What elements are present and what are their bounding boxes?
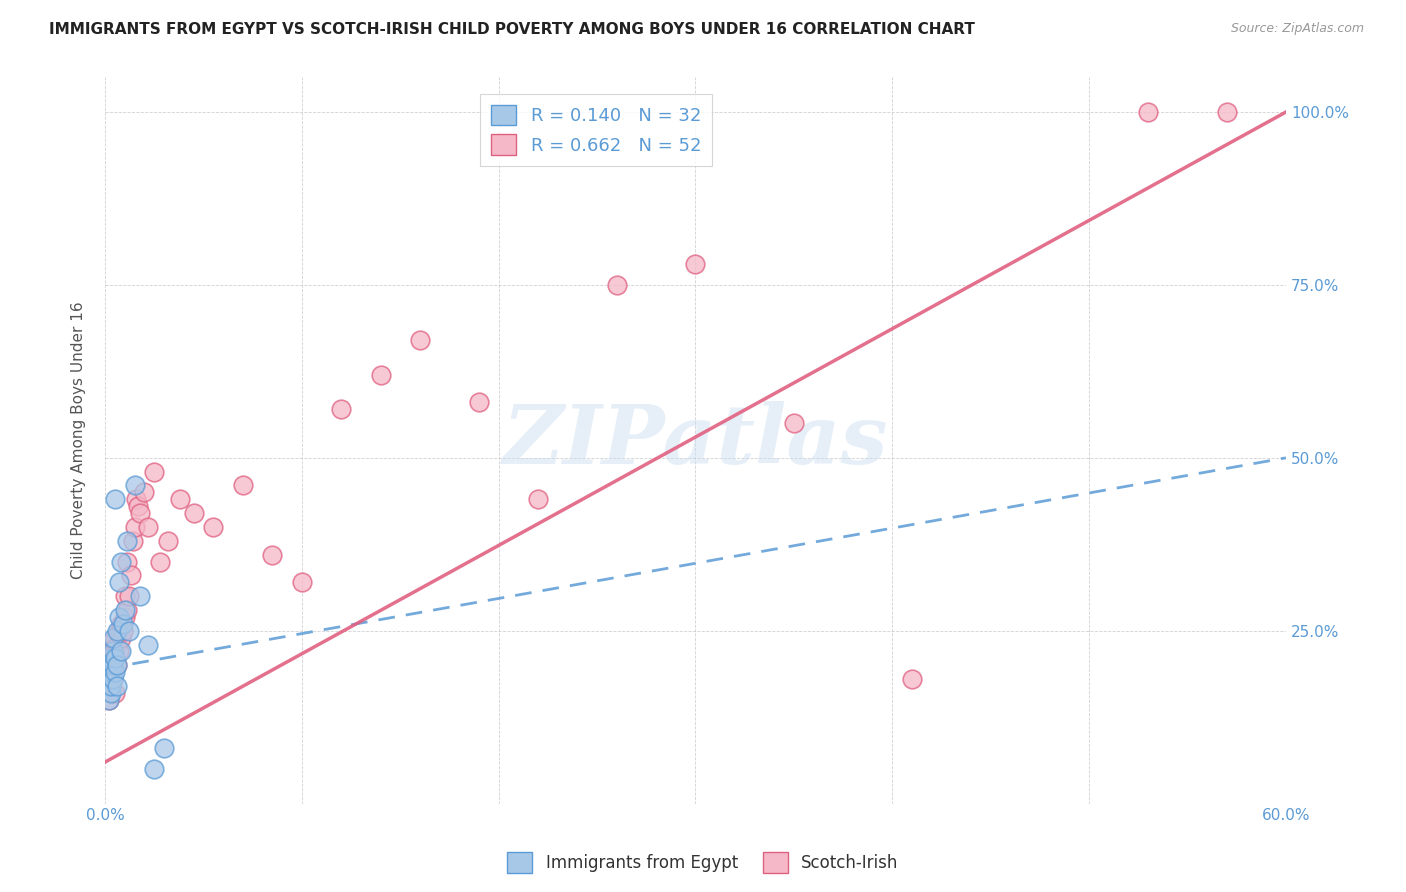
Point	[115, 533, 138, 548]
Point	[101, 658, 124, 673]
Point	[111, 624, 134, 638]
Point	[121, 533, 143, 548]
Y-axis label: Child Poverty Among Boys Under 16: Child Poverty Among Boys Under 16	[72, 301, 86, 579]
Point	[409, 333, 432, 347]
Point	[104, 644, 127, 658]
Point	[104, 686, 127, 700]
Point	[143, 762, 166, 776]
Point	[117, 589, 139, 603]
Point	[104, 631, 127, 645]
Point	[114, 603, 136, 617]
Text: IMMIGRANTS FROM EGYPT VS SCOTCH-IRISH CHILD POVERTY AMONG BOYS UNDER 16 CORRELAT: IMMIGRANTS FROM EGYPT VS SCOTCH-IRISH CH…	[49, 22, 976, 37]
Point	[129, 506, 152, 520]
Point	[370, 368, 392, 382]
Point	[101, 672, 124, 686]
Point	[136, 520, 159, 534]
Point	[96, 665, 118, 680]
Point	[100, 679, 122, 693]
Point	[100, 686, 122, 700]
Point	[97, 665, 120, 680]
Legend: Immigrants from Egypt, Scotch-Irish: Immigrants from Egypt, Scotch-Irish	[501, 846, 905, 880]
Point	[97, 693, 120, 707]
Point	[156, 533, 179, 548]
Point	[96, 658, 118, 673]
Point	[97, 672, 120, 686]
Point	[100, 651, 122, 665]
Point	[111, 616, 134, 631]
Point	[107, 575, 129, 590]
Point	[107, 644, 129, 658]
Point	[104, 665, 127, 680]
Point	[685, 257, 707, 271]
Point	[105, 624, 128, 638]
Point	[330, 402, 353, 417]
Point	[125, 492, 148, 507]
Point	[100, 644, 122, 658]
Point	[105, 658, 128, 673]
Point	[124, 478, 146, 492]
Point	[262, 548, 284, 562]
Point	[468, 395, 491, 409]
Point	[110, 631, 132, 645]
Point	[110, 555, 132, 569]
Point	[202, 520, 225, 534]
Point	[232, 478, 254, 492]
Point	[127, 500, 149, 514]
Point	[100, 665, 122, 680]
Point	[124, 520, 146, 534]
Point	[110, 616, 132, 631]
Point	[105, 679, 128, 693]
Point	[901, 672, 924, 686]
Text: Source: ZipAtlas.com: Source: ZipAtlas.com	[1230, 22, 1364, 36]
Point	[104, 651, 127, 665]
Point	[1137, 105, 1160, 120]
Point	[291, 575, 314, 590]
Point	[104, 492, 127, 507]
Point	[606, 277, 628, 292]
Point	[107, 610, 129, 624]
Point	[1216, 105, 1239, 120]
Point	[100, 672, 122, 686]
Point	[96, 679, 118, 693]
Point	[129, 589, 152, 603]
Point	[120, 568, 142, 582]
Point	[169, 492, 191, 507]
Point	[105, 638, 128, 652]
Point	[134, 485, 156, 500]
Point	[149, 555, 172, 569]
Point	[96, 679, 118, 693]
Point	[97, 693, 120, 707]
Point	[183, 506, 205, 520]
Point	[143, 465, 166, 479]
Legend: R = 0.140   N = 32, R = 0.662   N = 52: R = 0.140 N = 32, R = 0.662 N = 52	[479, 94, 711, 166]
Point	[101, 651, 124, 665]
Point	[100, 658, 122, 673]
Point	[97, 658, 120, 673]
Point	[117, 624, 139, 638]
Text: ZIPatlas: ZIPatlas	[503, 401, 889, 481]
Point	[783, 416, 806, 430]
Point	[110, 644, 132, 658]
Point	[153, 741, 176, 756]
Point	[115, 603, 138, 617]
Point	[115, 555, 138, 569]
Point	[114, 589, 136, 603]
Point	[101, 672, 124, 686]
Point	[136, 638, 159, 652]
Point	[105, 658, 128, 673]
Point	[527, 492, 550, 507]
Point	[101, 631, 124, 645]
Point	[114, 610, 136, 624]
Point	[107, 624, 129, 638]
Point	[101, 644, 124, 658]
